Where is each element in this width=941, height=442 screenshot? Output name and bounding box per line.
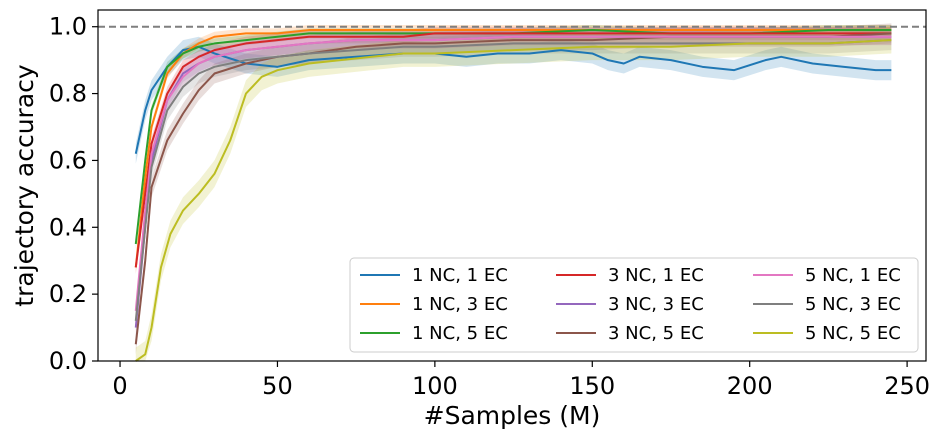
legend-label-1-nc-1-ec: 1 NC, 1 EC [412, 265, 508, 286]
series-lines [134, 29, 892, 362]
y-axis-title: trajectory accuracy [10, 64, 39, 307]
x-tick-label: 50 [262, 372, 293, 400]
x-tick-label: 150 [569, 372, 615, 400]
y-tick-label: 0.0 [49, 347, 87, 375]
band-1-nc-5-ec [135, 25, 892, 250]
y-tick-label: 1.0 [49, 13, 87, 41]
legend-label-5-nc-3-ec: 5 NC, 3 EC [805, 294, 901, 315]
band-5-nc-3-ec [135, 30, 892, 331]
series-line-3-nc-1-ec [134, 32, 892, 268]
legend-label-1-nc-3-ec: 1 NC, 3 EC [412, 294, 508, 315]
series-line-5-nc-5-ec [135, 39, 892, 362]
x-tick-label: 0 [112, 372, 127, 400]
y-axis: 0.0 0.2 0.4 0.6 0.8 1.0 [49, 13, 98, 375]
legend-label-3-nc-1-ec: 3 NC, 1 EC [608, 265, 704, 286]
legend-label-1-nc-5-ec: 1 NC, 5 EC [412, 323, 508, 344]
series-line-5-nc-3-ec [134, 39, 892, 321]
legend-label-3-nc-3-ec: 3 NC, 3 EC [608, 294, 704, 315]
plot-frame [97, 9, 927, 362]
band-1-nc-1-ec [135, 36, 892, 164]
series-line-1-nc-3-ec [134, 29, 892, 268]
y-tick-label: 0.6 [49, 146, 87, 174]
y-tick-label: 0.2 [49, 280, 87, 308]
x-tick-label: 250 [884, 372, 930, 400]
x-tick-label: 200 [727, 372, 773, 400]
legend: 1 NC, 1 EC 1 NC, 3 EC 1 NC, 5 EC 3 NC, 1 EC… [349, 257, 919, 353]
legend-label-5-nc-1-ec: 5 NC, 1 EC [805, 265, 901, 286]
x-axis: 0 50 100 150 200 250 [112, 361, 930, 400]
legend-box [349, 257, 919, 353]
x-axis-title: #Samples (M) [424, 401, 601, 430]
series-line-5-nc-1-ec [134, 35, 892, 311]
x-tick-label: 100 [412, 372, 458, 400]
y-tick-label: 0.8 [49, 80, 87, 108]
legend-label-3-nc-5-ec: 3 NC, 5 EC [608, 323, 704, 344]
legend-label-5-nc-5-ec: 5 NC, 5 EC [805, 323, 901, 344]
y-tick-label: 0.4 [49, 213, 87, 241]
